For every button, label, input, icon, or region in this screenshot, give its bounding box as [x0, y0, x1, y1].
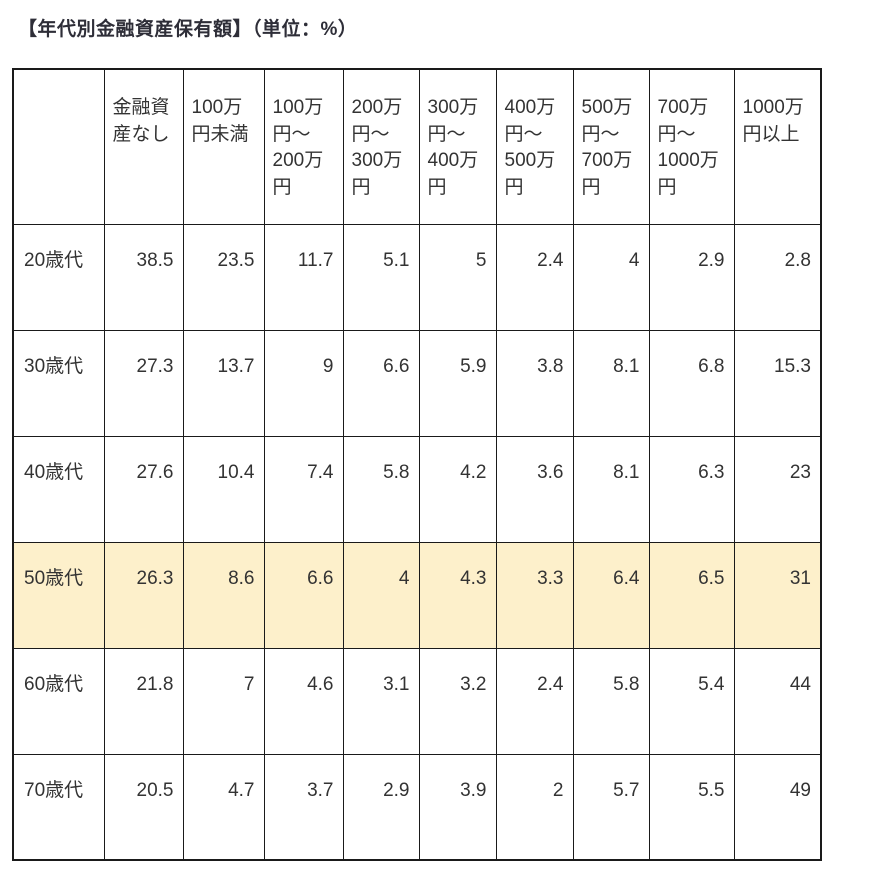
data-cell: 5: [418, 223, 497, 331]
row-label: 70歳代: [12, 753, 105, 861]
data-cell: 6.6: [263, 541, 344, 649]
data-cell: 2.9: [342, 753, 420, 861]
data-cell: 3.8: [495, 329, 574, 437]
data-cell: 3.1: [342, 647, 420, 755]
data-cell: 13.7: [182, 329, 265, 437]
data-cell: 38.5: [103, 223, 184, 331]
data-cell: 5.4: [648, 647, 735, 755]
row-label: 60歳代: [12, 647, 105, 755]
data-cell: 23: [733, 435, 822, 543]
data-cell: 26.3: [103, 541, 184, 649]
data-cell: 49: [733, 753, 822, 861]
data-cell: 9: [263, 329, 344, 437]
row-label: 30歳代: [12, 329, 105, 437]
data-cell: 4: [572, 223, 650, 331]
column-header: 400万円〜500万円: [495, 68, 574, 225]
column-header: 700万円〜1000万円: [648, 68, 735, 225]
table-row-20s: 20歳代 38.5 23.5 11.7 5.1 5 2.4 4 2.9 2.8: [12, 223, 822, 331]
data-cell: 8.6: [182, 541, 265, 649]
data-cell: 5.1: [342, 223, 420, 331]
data-cell: 3.2: [418, 647, 497, 755]
data-cell: 20.5: [103, 753, 184, 861]
table-row-30s: 30歳代 27.3 13.7 9 6.6 5.9 3.8 8.1 6.8 15.…: [12, 329, 822, 437]
data-cell: 8.1: [572, 435, 650, 543]
table-row-40s: 40歳代 27.6 10.4 7.4 5.8 4.2 3.6 8.1 6.3 2…: [12, 435, 822, 543]
table-row-50s-highlighted: 50歳代 26.3 8.6 6.6 4 4.3 3.3 6.4 6.5 31: [12, 541, 822, 649]
data-cell: 4.3: [418, 541, 497, 649]
column-header: 500万円〜700万円: [572, 68, 650, 225]
data-cell: 4.6: [263, 647, 344, 755]
data-cell: 4.2: [418, 435, 497, 543]
data-cell: 15.3: [733, 329, 822, 437]
data-cell: 3.7: [263, 753, 344, 861]
data-cell: 7.4: [263, 435, 344, 543]
data-cell: 44: [733, 647, 822, 755]
data-cell: 8.1: [572, 329, 650, 437]
data-cell: 5.7: [572, 753, 650, 861]
data-cell: 2.4: [495, 647, 574, 755]
data-cell: 6.5: [648, 541, 735, 649]
column-header: 1000万円以上: [733, 68, 822, 225]
data-cell: 11.7: [263, 223, 344, 331]
data-cell: 27.3: [103, 329, 184, 437]
data-cell: 2.9: [648, 223, 735, 331]
data-cell: 2: [495, 753, 574, 861]
data-cell: 31: [733, 541, 822, 649]
table-row-70s: 70歳代 20.5 4.7 3.7 2.9 3.9 2 5.7 5.5 49: [12, 753, 822, 861]
data-cell: 5.8: [342, 435, 420, 543]
asset-holdings-table: 金融資産なし 100万円未満 100万円〜200万円 200万円〜300万円 3…: [12, 68, 822, 861]
corner-cell: [12, 68, 105, 225]
column-header: 100万円〜200万円: [263, 68, 344, 225]
column-header: 金融資産なし: [103, 68, 184, 225]
data-cell: 6.6: [342, 329, 420, 437]
data-cell: 4.7: [182, 753, 265, 861]
table-row-60s: 60歳代 21.8 7 4.6 3.1 3.2 2.4 5.8 5.4 44: [12, 647, 822, 755]
data-cell: 3.3: [495, 541, 574, 649]
data-cell: 6.3: [648, 435, 735, 543]
data-cell: 5.9: [418, 329, 497, 437]
header-row: 金融資産なし 100万円未満 100万円〜200万円 200万円〜300万円 3…: [12, 68, 822, 225]
page-title: 【年代別金融資産保有額】（単位：%）: [18, 19, 358, 40]
data-cell: 6.4: [572, 541, 650, 649]
data-cell: 7: [182, 647, 265, 755]
data-cell: 3.6: [495, 435, 574, 543]
data-cell: 21.8: [103, 647, 184, 755]
data-cell: 23.5: [182, 223, 265, 331]
row-label: 50歳代: [12, 541, 105, 649]
column-header: 200万円〜300万円: [342, 68, 420, 225]
column-header: 100万円未満: [182, 68, 265, 225]
data-cell: 3.9: [418, 753, 497, 861]
data-cell: 5.5: [648, 753, 735, 861]
data-cell: 10.4: [182, 435, 265, 543]
data-cell: 6.8: [648, 329, 735, 437]
data-cell: 4: [342, 541, 420, 649]
row-label: 40歳代: [12, 435, 105, 543]
data-cell: 2.8: [733, 223, 822, 331]
column-header: 300万円〜400万円: [418, 68, 497, 225]
data-cell: 27.6: [103, 435, 184, 543]
data-cell: 5.8: [572, 647, 650, 755]
row-label: 20歳代: [12, 223, 105, 331]
data-cell: 2.4: [495, 223, 574, 331]
